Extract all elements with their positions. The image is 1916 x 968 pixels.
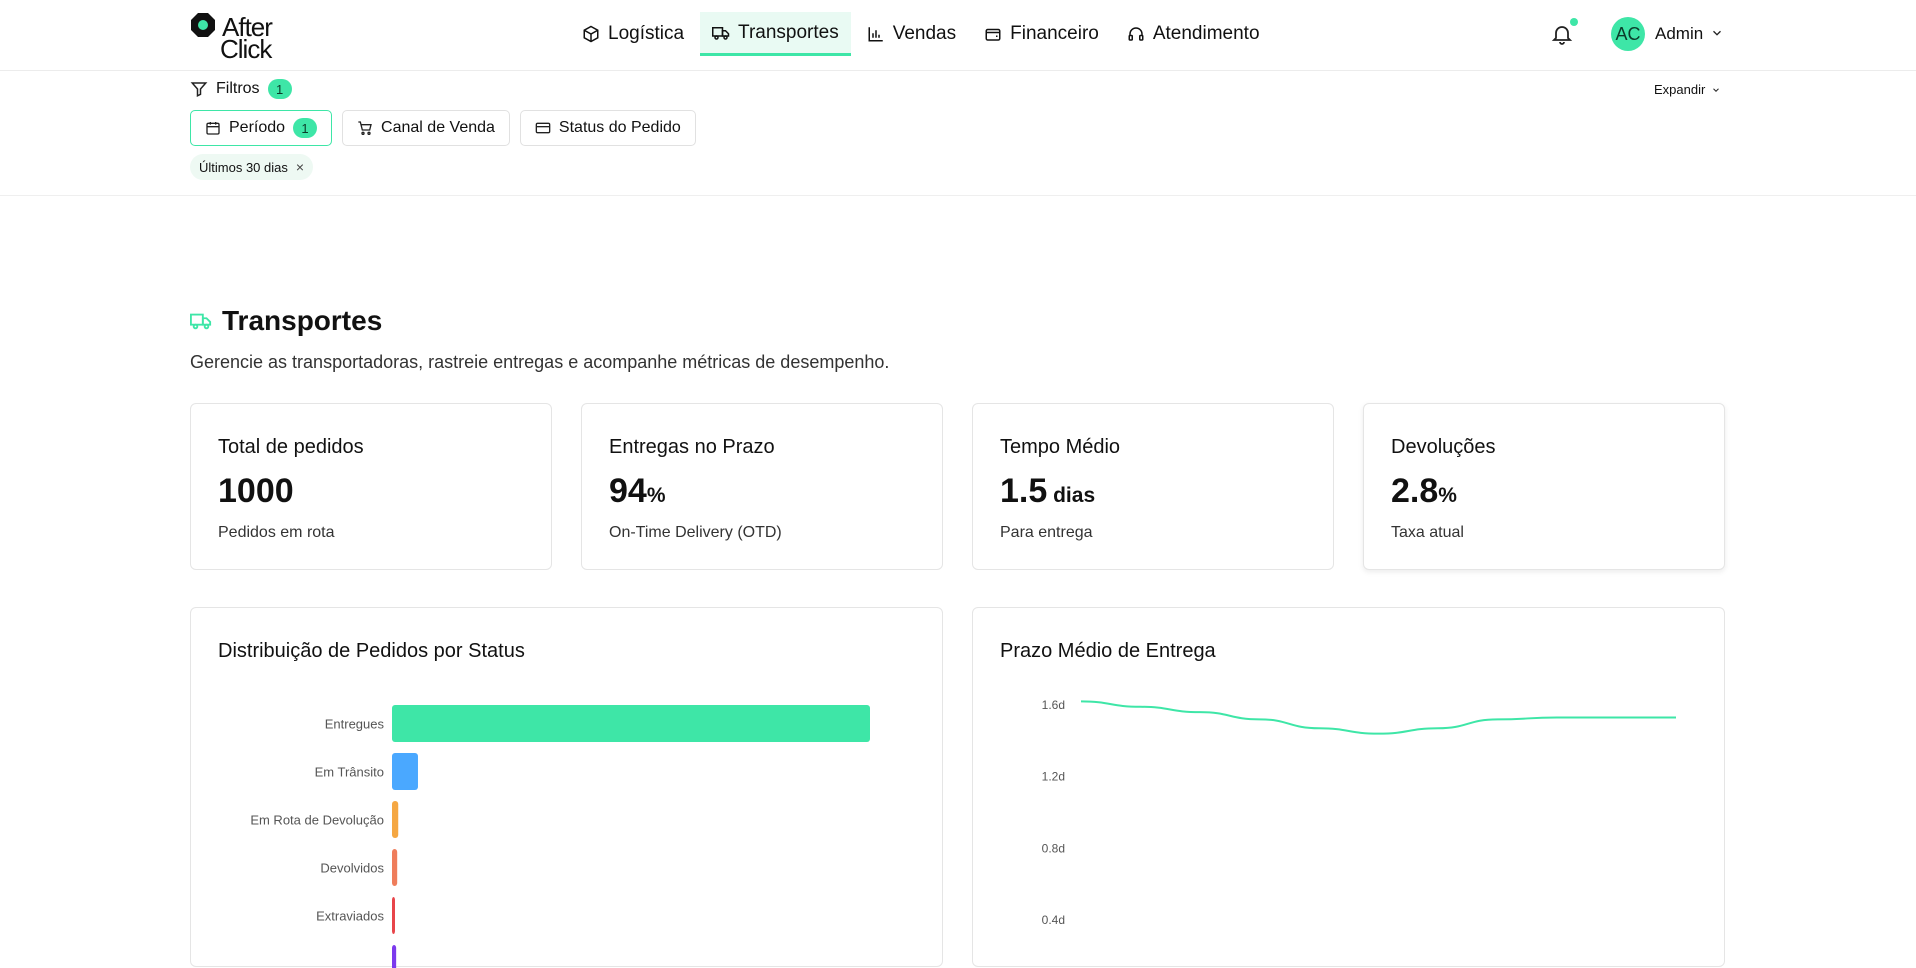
kpi-unit: % [1438,484,1457,507]
logo-text-bottom: Click [220,34,272,64]
bar[interactable] [392,705,870,742]
nav-item-financeiro[interactable]: Financeiro [972,12,1111,56]
avatar[interactable]: AC [1611,17,1645,51]
kpi-card-tempo-medio: Tempo Médio 1.5 dias Para entrega [972,403,1334,570]
logo-text-top: After [222,12,273,42]
bell-icon [1551,26,1573,45]
page-title-text: Transportes [222,305,383,336]
calendar-icon [206,122,220,135]
filter-icon [190,82,208,97]
bar-label: Em Rota de Devolução [250,813,384,828]
user-name[interactable]: Admin [1655,24,1704,43]
kpi-unit: % [646,484,666,507]
filter-chips: Período 1 Canal de Venda Status do Pedid… [190,110,696,146]
status-distribution-panel: Distribuição de Pedidos por Status Entre… [190,607,943,968]
nav-label: Transportes [738,21,839,43]
nav-label: Financeiro [1010,23,1099,44]
notification-dot [1570,18,1578,26]
kpi-title: Entregas no Prazo [609,436,775,458]
nav-label: Logística [608,23,685,44]
kpi-title: Tempo Médio [1000,436,1121,458]
kpi-value: 1.5 dias [1000,472,1095,511]
chevron-down-icon[interactable] [1710,26,1724,40]
close-icon[interactable]: × [295,159,305,175]
nav-label: Vendas [892,23,957,44]
filter-bar: Filtros 1 Expandir Período 1 Canal de Ve… [0,71,1916,196]
headset-icon [1128,27,1144,41]
bar[interactable] [392,801,399,838]
kpi-number: 94 [609,472,647,510]
kpi-number: 2.8 [1391,472,1439,510]
bar-label: Extraviados [316,909,384,924]
bar-label: Devolvidos [320,861,384,876]
expand-button[interactable]: Expandir [1654,82,1721,97]
nav-item-vendas[interactable]: Vendas [855,12,968,56]
logo-mark-icon [191,13,215,37]
chart-title: Distribuição de Pedidos por Status [218,640,525,662]
truck-icon [712,26,730,40]
chart-title: Prazo Médio de Entrega [1000,640,1216,662]
cart-icon [358,121,372,135]
filter-chip-label: Status do Pedido [558,119,681,136]
bar[interactable] [392,849,398,886]
y-tick-label: 1.6d [1042,698,1065,712]
filter-chip-label: Canal de Venda [381,119,495,136]
main-nav: Logística Transportes Vendas Financeiro … [570,12,1272,56]
delivery-time-panel: Prazo Médio de Entrega 1.6d 1.2d 0.8d 0.4d [972,607,1725,967]
active-filter-label: Últimos 30 dias [199,159,288,175]
kpi-card-total-pedidos: Total de pedidos 1000 Pedidos em rota [190,403,552,570]
bar[interactable] [392,753,418,790]
y-tick-label: 0.8d [1042,841,1065,855]
kpi-title: Total de pedidos [218,436,364,458]
kpi-subtitle: On-Time Delivery (OTD) [609,524,782,541]
filter-chip-canal[interactable]: Canal de Venda [342,110,510,146]
y-tick-label: 1.2d [1042,770,1065,784]
kpi-number: 1.5 [1000,472,1048,510]
credit-card-icon [535,122,551,134]
y-tick-label: 0.4d [1042,913,1065,927]
kpi-subtitle: Para entrega [1000,524,1093,541]
filter-chip-label: Período [229,119,286,136]
filters-header[interactable]: Filtros 1 [190,79,292,99]
chevron-down-icon [1713,87,1720,92]
filter-chip-status[interactable]: Status do Pedido [519,110,696,146]
bar[interactable] [392,897,395,934]
kpi-value: 94% [609,472,666,511]
kpi-title: Devoluções [1391,436,1496,458]
kpi-subtitle: Taxa atual [1391,524,1464,541]
filters-count-badge: 1 [267,79,292,99]
series-line [1080,700,1676,735]
wallet-icon [985,28,1001,41]
status-bar-chart: Entregues Em Trânsito Em Rota de Devolução… [250,705,870,968]
bar-chart-icon [868,27,883,42]
kpi-value: 2.8% [1391,472,1457,511]
nav-item-transportes[interactable]: Transportes [700,12,851,56]
kpi-number: 1000 [218,472,294,510]
nav-item-logistica[interactable]: Logística [570,12,696,56]
active-filter-pill: Últimos 30 dias × [190,154,314,180]
logo[interactable]: After Click [190,12,290,64]
truck-icon [190,313,212,330]
kpi-value: 1000 [218,472,294,511]
bar-label: Em Trânsito [315,765,384,780]
top-navbar: After Click Logística Transportes Vendas… [0,0,1916,71]
kpi-card-entregas-prazo: Entregas no Prazo 94% On-Time Delivery (… [581,403,943,570]
package-icon [583,25,599,43]
filters-label: Filtros [216,80,260,97]
delivery-line-chart: 1.6d 1.2d 0.8d 0.4d [1042,698,1676,927]
kpi-unit: dias [1047,484,1096,507]
bar-label: Entregues [325,717,385,732]
bar[interactable] [392,945,397,968]
notifications-button[interactable] [1550,18,1578,46]
kpi-card-devolucoes: Devoluções 2.8% Taxa atual [1363,403,1725,570]
nav-item-atendimento[interactable]: Atendimento [1115,12,1272,56]
filter-chip-periodo[interactable]: Período 1 [190,110,333,146]
filter-chip-badge: 1 [293,118,318,138]
kpi-subtitle: Pedidos em rota [218,524,335,541]
expand-label: Expandir [1654,82,1706,97]
page-title: Transportes [190,305,382,337]
page-subtitle: Gerencie as transportadoras, rastreie en… [190,352,890,372]
nav-label: Atendimento [1152,23,1260,44]
